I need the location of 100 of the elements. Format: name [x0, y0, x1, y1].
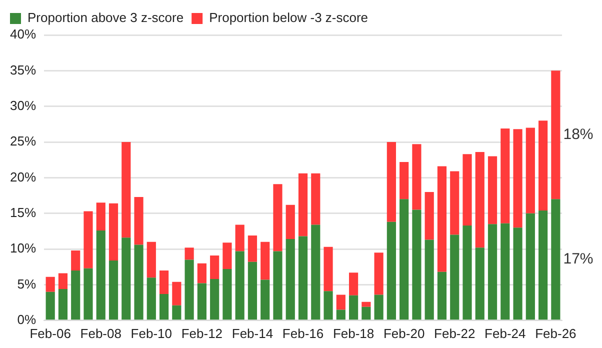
bar [500, 223, 510, 320]
bar [348, 295, 358, 320]
bar [336, 294, 346, 310]
x-tick-label: Feb-18 [332, 326, 374, 341]
bar [273, 184, 282, 252]
bar [500, 128, 510, 224]
y-tick-label: 40% [10, 26, 36, 42]
bar [122, 238, 131, 320]
bar [412, 144, 422, 210]
y-tick-label: 25% [10, 134, 36, 149]
bar [475, 248, 484, 320]
bar [96, 230, 106, 320]
bar [273, 251, 282, 320]
bar [71, 270, 80, 320]
bar [58, 289, 68, 320]
bar [437, 272, 447, 320]
y-tick-label: 10% [10, 240, 36, 256]
bar [235, 251, 244, 320]
bar [412, 210, 422, 320]
bar [286, 204, 295, 240]
bar [513, 129, 522, 228]
bar [134, 196, 144, 245]
bar [362, 302, 371, 307]
bar [336, 310, 346, 320]
legend-label: Proportion above 3 z-score [28, 10, 184, 26]
bar [172, 282, 182, 306]
x-tick-label: Feb-08 [80, 326, 122, 341]
x-tick-label: Feb-24 [484, 326, 526, 341]
y-tick-label: 20% [10, 169, 36, 184]
x-tick-label: Feb-14 [232, 326, 274, 341]
bar [374, 294, 384, 320]
bar [197, 283, 206, 320]
bar [84, 268, 93, 320]
bar [96, 202, 106, 230]
x-tick-label: Feb-22 [434, 326, 476, 341]
bar [108, 203, 118, 260]
bar [146, 242, 156, 278]
x-tick-label: Feb-16 [282, 326, 324, 341]
bar [210, 255, 220, 280]
bar [222, 269, 232, 320]
bar [324, 291, 333, 320]
x-tick-label: Feb-26 [535, 326, 576, 341]
bar [71, 250, 80, 270]
bar [46, 276, 55, 292]
bar [538, 210, 548, 320]
bar [462, 226, 472, 320]
bar [248, 235, 258, 262]
bar [400, 199, 409, 320]
bar [235, 224, 244, 252]
bar [298, 236, 308, 320]
bar [450, 171, 460, 235]
bar [286, 239, 295, 320]
x-tick-label: Feb-06 [30, 326, 71, 341]
bar [348, 272, 358, 296]
y-tick-label: 15% [10, 204, 36, 220]
bar [210, 279, 220, 320]
bar [197, 263, 206, 284]
bar [58, 273, 68, 290]
bar [526, 128, 535, 214]
bar [222, 242, 232, 270]
y-tick-label: 30% [10, 98, 36, 113]
bar [159, 294, 169, 320]
text: 18% [563, 126, 594, 144]
bar [260, 280, 270, 320]
bar [122, 142, 131, 238]
bar [513, 228, 522, 320]
y-tick-label: 5% [17, 276, 36, 292]
bar [184, 260, 194, 320]
bar [84, 211, 93, 268]
bar [172, 305, 182, 320]
bar [475, 152, 484, 248]
bar [134, 244, 144, 320]
bar [551, 199, 560, 320]
bar [248, 262, 258, 320]
bar [324, 246, 333, 292]
bar [450, 234, 460, 320]
bar [424, 192, 434, 240]
bar [311, 173, 320, 225]
bar [146, 278, 156, 320]
bar [424, 240, 434, 320]
bar [551, 70, 560, 200]
bar [538, 120, 548, 211]
x-tick-label: Feb-20 [383, 326, 425, 341]
bar [159, 270, 169, 294]
bar [400, 162, 409, 200]
x-tick-label: Feb-10 [130, 326, 172, 341]
y-tick-label: 0% [17, 312, 36, 327]
bar [311, 224, 320, 320]
bar [108, 260, 118, 320]
bar [526, 213, 535, 320]
bar [260, 242, 270, 280]
x-tick-label: Feb-12 [181, 326, 223, 341]
bar [488, 156, 498, 224]
bar [184, 248, 194, 260]
bar [46, 292, 55, 320]
bar [386, 142, 396, 222]
bar [437, 166, 447, 272]
bar [362, 306, 371, 320]
bar [488, 224, 498, 320]
bar [462, 154, 472, 226]
